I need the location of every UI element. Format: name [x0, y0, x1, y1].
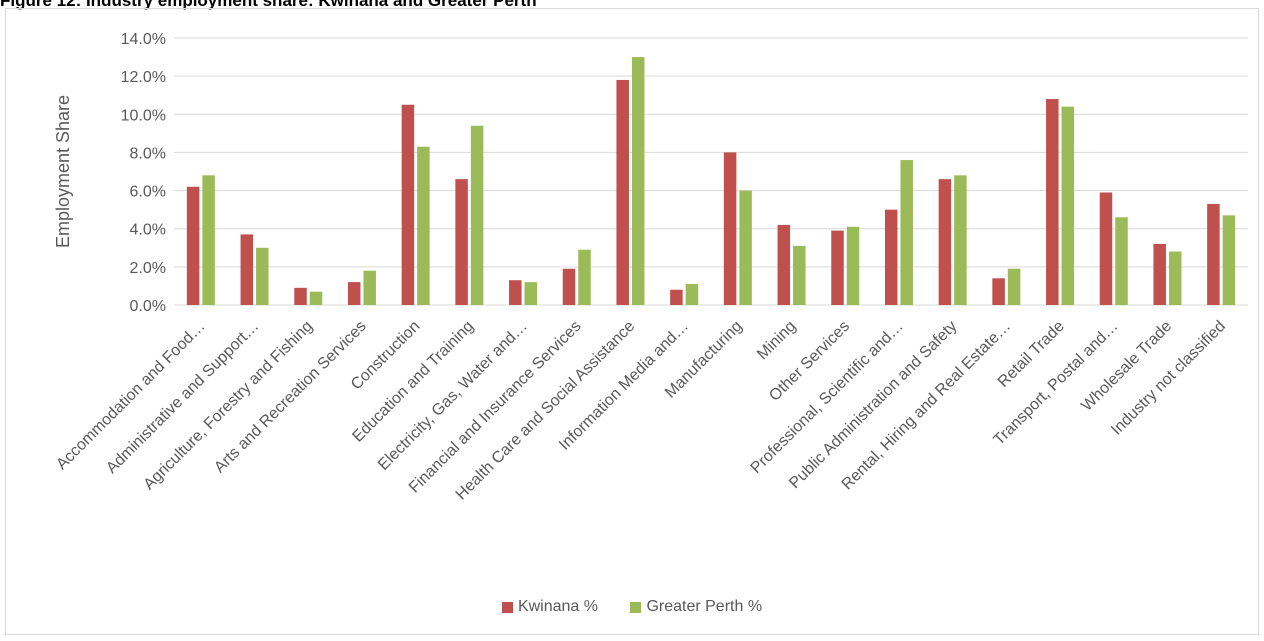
y-tick-label: 12.0% — [121, 69, 166, 86]
legend-swatch-kwinana — [501, 601, 513, 613]
y-tick-label: 14.0% — [121, 31, 166, 48]
y-tick-label: 8.0% — [130, 145, 166, 162]
legend-label-greater-perth: Greater Perth % — [646, 598, 763, 615]
x-tick-label: Wholesale Trade — [1078, 318, 1175, 415]
bar-kwinana — [884, 209, 898, 305]
bar-kwinana — [723, 152, 737, 305]
legend-label-kwinana: Kwinana % — [517, 598, 598, 615]
y-tick-label: 0.0% — [130, 298, 166, 315]
legend: Kwinana % Greater Perth % — [0, 598, 1264, 618]
bar-greater-perth — [363, 270, 376, 305]
bar-kwinana — [1207, 203, 1220, 305]
y-tick-label: 2.0% — [130, 260, 166, 277]
bar-kwinana — [347, 282, 361, 305]
legend-item-greater-perth: Greater Perth % — [630, 598, 762, 616]
bar-kwinana — [938, 179, 952, 305]
bar-kwinana — [455, 179, 468, 305]
legend-swatch-greater-perth — [630, 601, 642, 613]
bar-greater-perth — [1061, 106, 1075, 306]
bar-greater-perth — [1115, 217, 1128, 305]
bar-kwinana — [777, 224, 791, 305]
bar-kwinana — [509, 280, 522, 305]
bar-greater-perth — [954, 175, 967, 305]
y-tick-label: 4.0% — [130, 222, 166, 239]
bars — [186, 57, 1236, 306]
bar-kwinana — [240, 234, 254, 305]
bar-greater-perth — [470, 125, 484, 305]
y-tick-label: 6.0% — [130, 184, 166, 201]
y-axis-ticks: 0.0% 2.0% 4.0% 6.0% 8.0% 10.0% 12.0% 14.0% — [121, 31, 166, 315]
bar-kwinana — [401, 104, 415, 305]
bar-greater-perth — [309, 291, 323, 305]
bar-kwinana — [1099, 192, 1113, 305]
bar-greater-perth — [1007, 268, 1021, 305]
y-axis-label: Employment Share — [53, 95, 73, 248]
y-tick-label: 10.0% — [121, 107, 166, 124]
bar-greater-perth — [1168, 251, 1182, 305]
legend-item-kwinana: Kwinana % — [501, 598, 598, 616]
bar-greater-perth — [739, 190, 752, 305]
bar-greater-perth — [256, 247, 269, 305]
bar-kwinana — [186, 186, 200, 305]
bar-greater-perth — [578, 249, 591, 305]
bar-kwinana — [562, 268, 576, 305]
figure-caption: Figure 12: Industry employment share: Kw… — [0, 0, 537, 10]
bar-kwinana — [1046, 99, 1059, 306]
bar-greater-perth — [685, 284, 699, 305]
bar-kwinana — [1153, 243, 1166, 305]
bar-greater-perth — [631, 57, 645, 306]
bar-greater-perth — [524, 282, 538, 305]
bar-kwinana — [616, 79, 629, 305]
bar-greater-perth — [1222, 215, 1236, 305]
bar-greater-perth — [900, 160, 913, 305]
bar-greater-perth — [417, 146, 430, 305]
chart-frame — [5, 8, 1259, 635]
gridlines — [174, 37, 1248, 306]
x-tick-label: Mining — [754, 318, 799, 363]
bar-kwinana — [992, 278, 1005, 305]
bar-greater-perth — [793, 245, 806, 305]
bar-kwinana — [294, 287, 307, 305]
bar-kwinana — [670, 289, 683, 305]
bar-greater-perth — [202, 175, 215, 305]
bar-greater-perth — [846, 226, 860, 305]
x-axis-ticks: Accommodation and Food…Administrative an… — [53, 318, 1229, 504]
bar-kwinana — [831, 230, 844, 305]
